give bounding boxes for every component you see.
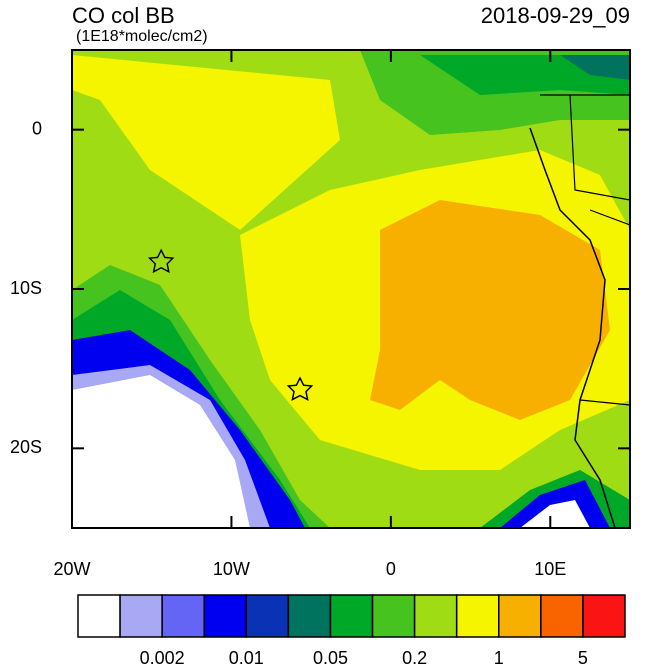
colorbar-label: 0.2 bbox=[402, 648, 427, 667]
lon-label: 10E bbox=[534, 559, 566, 579]
lon-label: 10W bbox=[213, 559, 250, 579]
date: 2018-09-29_09 bbox=[481, 3, 630, 28]
colorbar-box bbox=[203, 594, 248, 638]
colorbar-box bbox=[119, 594, 163, 638]
colorbar-box bbox=[161, 594, 205, 638]
colorbar-label: 0.01 bbox=[229, 648, 264, 667]
colorbar-box bbox=[582, 594, 626, 638]
lat-label: 10S bbox=[10, 278, 42, 298]
colorbar-label: 0.05 bbox=[313, 648, 348, 667]
lon-label: 0 bbox=[386, 559, 396, 579]
colorbar-box bbox=[455, 594, 500, 638]
colorbar-box bbox=[498, 594, 542, 638]
colorbar-label: 1 bbox=[494, 648, 504, 667]
lon-label: 20W bbox=[53, 559, 90, 579]
lat-label: 0 bbox=[32, 118, 42, 138]
colorbar-label: 0.002 bbox=[140, 648, 185, 667]
colorbar-box bbox=[540, 594, 584, 638]
map-field bbox=[72, 50, 630, 528]
colorbar-label: 5 bbox=[578, 648, 588, 667]
lat-label: 20S bbox=[10, 437, 42, 457]
units: (1E18*molec/cm2) bbox=[76, 28, 208, 45]
colorbar-box bbox=[413, 594, 458, 638]
title: CO col BB bbox=[72, 3, 175, 28]
colorbar-box bbox=[77, 594, 121, 638]
colorbar-box bbox=[287, 594, 332, 638]
colorbar-box bbox=[245, 594, 290, 638]
colorbar-box bbox=[371, 594, 416, 638]
colorbar-box bbox=[329, 594, 374, 638]
